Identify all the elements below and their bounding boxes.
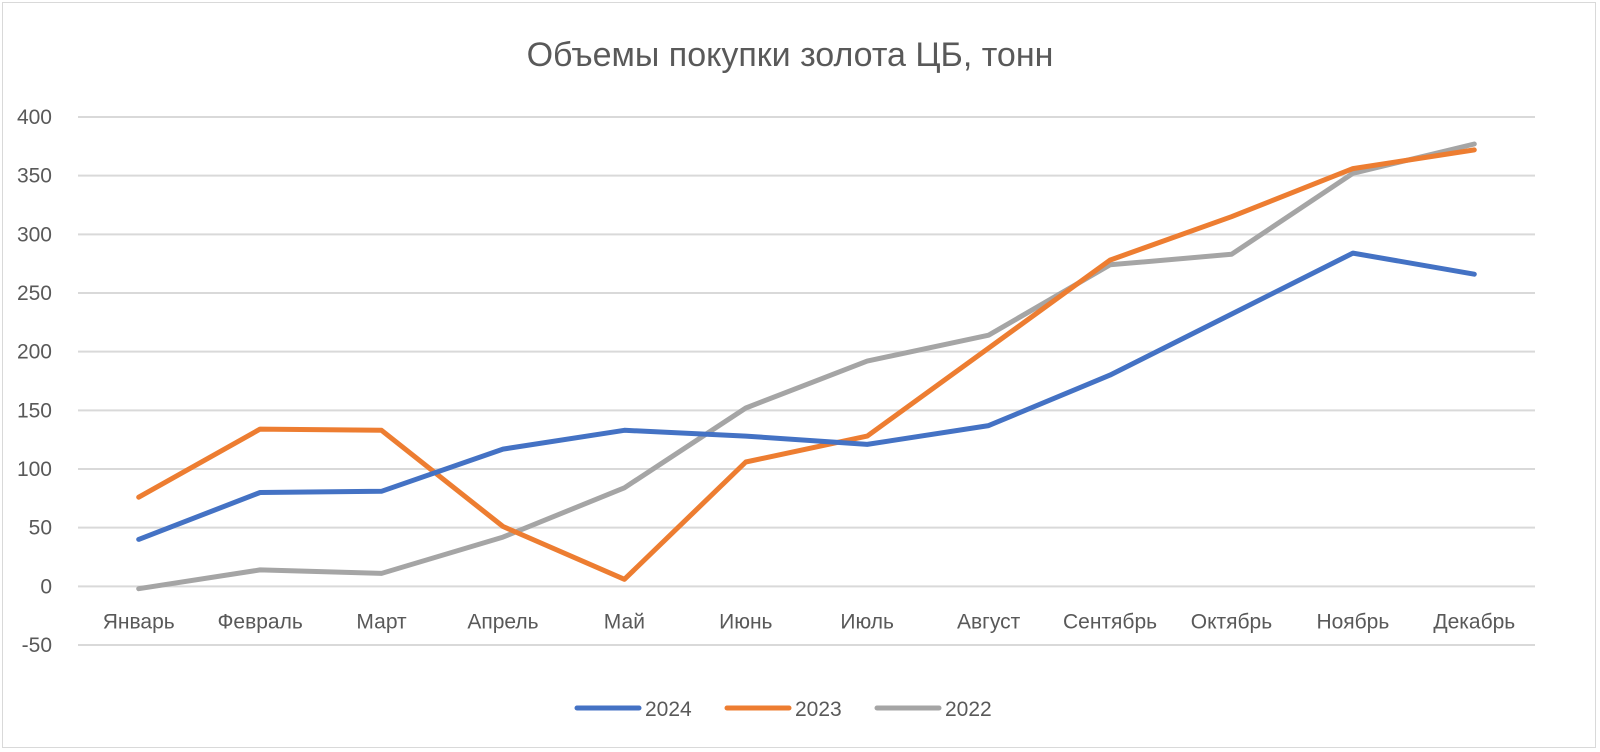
x-tick-label: Ноябрь [1316, 610, 1389, 633]
y-tick-label: 0 [40, 575, 52, 598]
x-tick-label: Февраль [217, 610, 302, 633]
x-tick-label: Декабрь [1433, 610, 1515, 633]
series-lines [136, 141, 1477, 592]
y-tick-label: 250 [17, 282, 52, 305]
x-tick-label: Апрель [467, 610, 538, 633]
legend: 2024 2023 2022 [574, 698, 992, 721]
y-tick-label: 350 [17, 165, 52, 188]
chart-title: Объемы покупки золота ЦБ, тонн [527, 36, 1054, 74]
legend-label: 2024 [645, 698, 692, 721]
x-tick-label: Август [957, 610, 1021, 633]
x-tick-label: Май [604, 610, 645, 633]
gridlines [78, 116, 1535, 646]
x-tick-label: Сентябрь [1063, 610, 1157, 633]
x-tick-label: Март [356, 610, 407, 633]
series-line-2022 [136, 141, 1477, 592]
y-tick-label: 400 [17, 106, 52, 129]
series-line-2024 [136, 250, 1477, 542]
y-tick-label: 150 [17, 399, 52, 422]
series-line-2023 [136, 147, 1477, 582]
x-tick-label: Июль [840, 610, 894, 633]
y-tick-label: -50 [22, 634, 52, 657]
legend-label: 2022 [945, 698, 992, 721]
legend-label: 2023 [795, 698, 842, 721]
x-axis-ticks: Январь Февраль Март Апрель Май Июнь Июль Август… [103, 610, 1516, 633]
x-tick-label: Январь [103, 610, 175, 633]
y-tick-label: 50 [29, 517, 52, 540]
y-tick-label: 100 [17, 458, 52, 481]
x-tick-label: Октябрь [1191, 610, 1272, 633]
y-tick-label: 300 [17, 223, 52, 246]
y-tick-label: 200 [17, 341, 52, 364]
y-axis-ticks: -50 0 50 100 150 200 250 300 350 400 [17, 106, 52, 657]
x-tick-label: Июнь [719, 610, 772, 633]
